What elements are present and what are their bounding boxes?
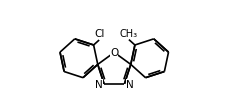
Text: N: N bbox=[95, 79, 103, 89]
Text: O: O bbox=[110, 48, 118, 58]
Text: CH₃: CH₃ bbox=[120, 28, 138, 38]
Text: Cl: Cl bbox=[94, 28, 104, 38]
Text: N: N bbox=[126, 79, 134, 89]
